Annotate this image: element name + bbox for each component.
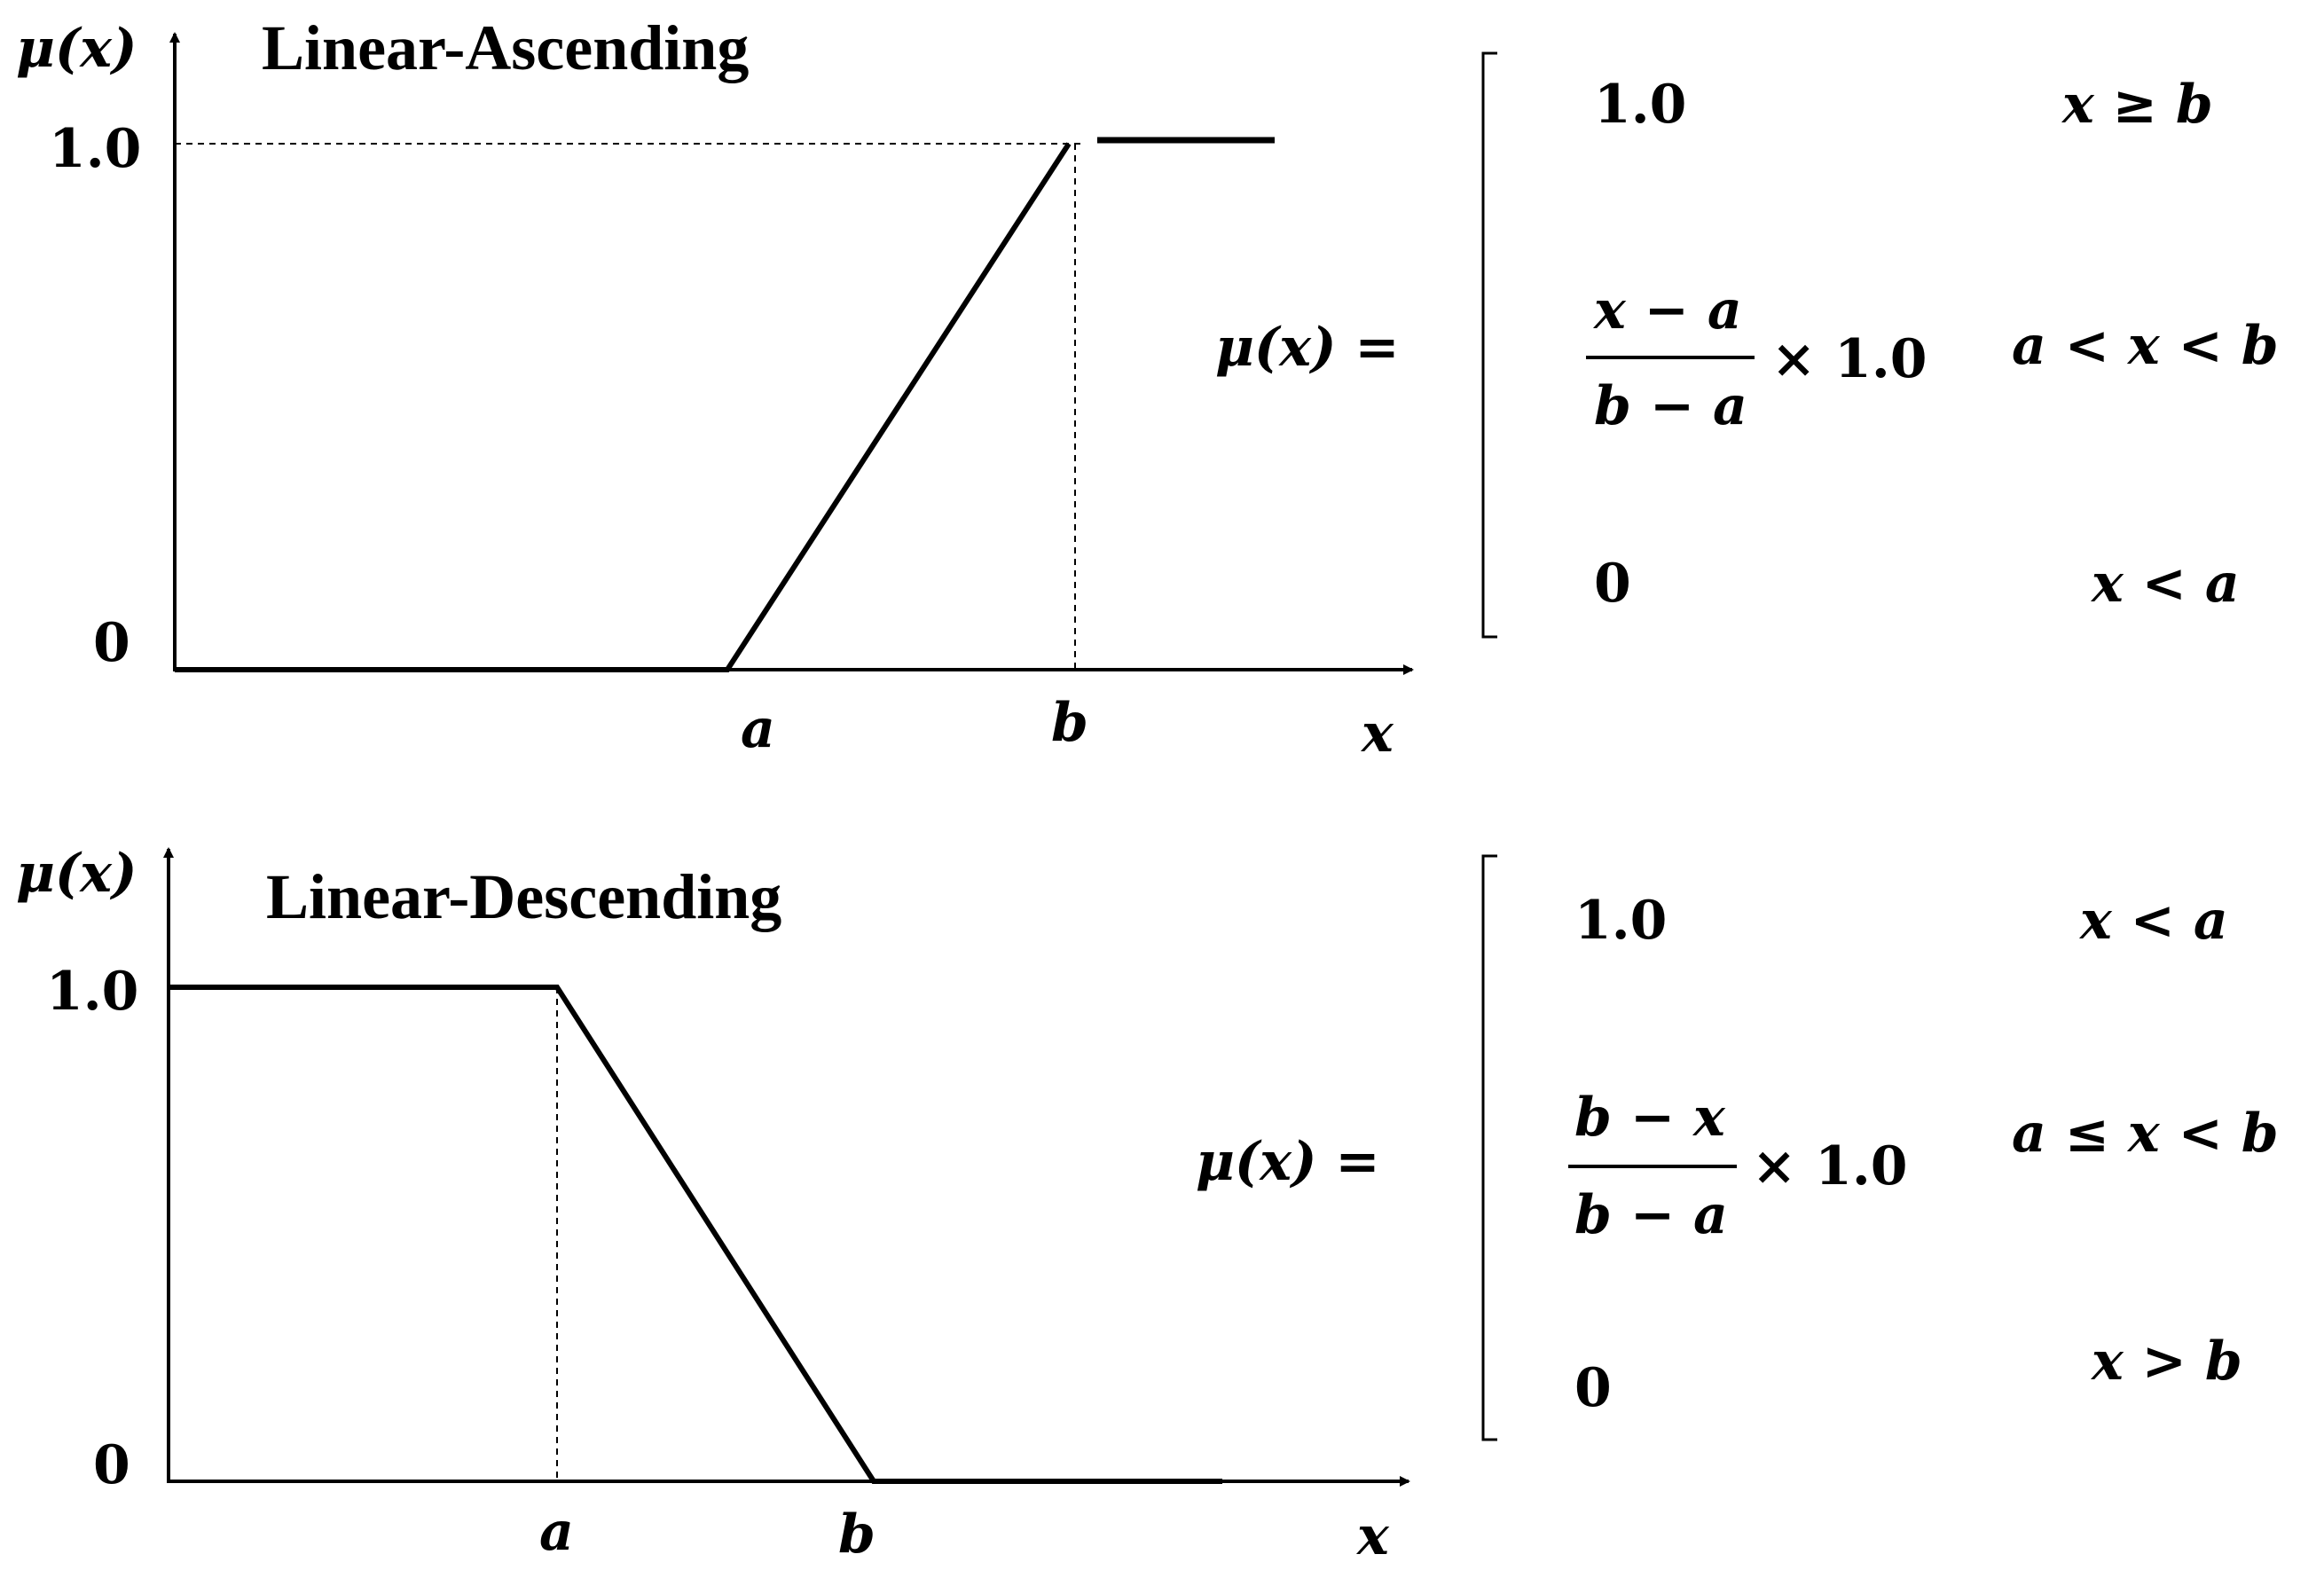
ascending-equation-bracket: [1481, 51, 1497, 639]
descending-graph: μ(x) Linear-Descending 1.0 0 a b x: [16, 843, 1410, 1567]
ascending-case2-condition: a < x < b: [2012, 315, 2279, 377]
descending-panel: μ(x) Linear-Descending 1.0 0 a b x μ(x) …: [16, 843, 2279, 1567]
descending-tick-zero: 0: [93, 1434, 130, 1496]
descending-case3-condition: x > b: [2090, 1331, 2242, 1393]
descending-membership-curve: [169, 985, 1222, 1484]
descending-case2-multiplier: × 1.0: [1752, 1135, 1908, 1197]
ascending-case3-condition: x < a: [2090, 553, 2240, 615]
ascending-equation: μ(x) = 1.0 x ≥ b x − a b − a × 1.0 a < x…: [1215, 51, 2279, 639]
descending-equation-bracket: [1481, 854, 1497, 1441]
ascending-membership-curve: [175, 142, 1072, 672]
descending-y-axis-label: μ(x): [16, 843, 137, 905]
descending-equation-lhs: μ(x) =: [1196, 1131, 1380, 1193]
descending-equation: μ(x) = 1.0 x < a b − x b − a × 1.0 a ≤ x…: [1196, 854, 2279, 1441]
ascending-marker-a: a: [741, 698, 775, 760]
ascending-case2-denominator: b − a: [1594, 375, 1747, 437]
descending-case3-value: 0: [1574, 1357, 1612, 1419]
descending-case1-value: 1.0: [1574, 890, 1667, 952]
ascending-case1-value: 1.0: [1594, 74, 1686, 136]
descending-case2-denominator: b − a: [1574, 1184, 1728, 1246]
descending-tick-one: 1.0: [46, 961, 138, 1023]
descending-title: Linear-Descending: [266, 861, 781, 932]
descending-marker-a: a: [539, 1501, 574, 1563]
ascending-panel: μ(x) Linear-Ascending 1.0 0 a b x μ(x) =…: [16, 12, 2279, 765]
descending-x-axis-label: x: [1355, 1505, 1390, 1567]
descending-case2-numerator: b − x: [1574, 1087, 1726, 1149]
descending-case2-condition: a ≤ x < b: [2012, 1103, 2279, 1165]
ascending-equation-lhs: μ(x) =: [1215, 317, 1400, 379]
ascending-case2-numerator: x − a: [1592, 279, 1742, 341]
ascending-tick-zero: 0: [93, 612, 130, 674]
descending-case1-condition: x < a: [2078, 890, 2228, 952]
descending-marker-b: b: [838, 1503, 875, 1566]
ascending-y-axis-label: μ(x): [16, 18, 137, 80]
ascending-x-axis-label: x: [1360, 703, 1394, 765]
ascending-case3-value: 0: [1594, 553, 1631, 615]
ascending-graph: μ(x) Linear-Ascending 1.0 0 a b x: [16, 12, 1414, 765]
ascending-title: Linear-Ascending: [262, 12, 749, 83]
ascending-marker-b: b: [1051, 692, 1088, 754]
ascending-case1-condition: x ≥ b: [2061, 74, 2213, 136]
ascending-case2-multiplier: × 1.0: [1771, 328, 1928, 390]
ascending-tick-one: 1.0: [49, 118, 141, 180]
